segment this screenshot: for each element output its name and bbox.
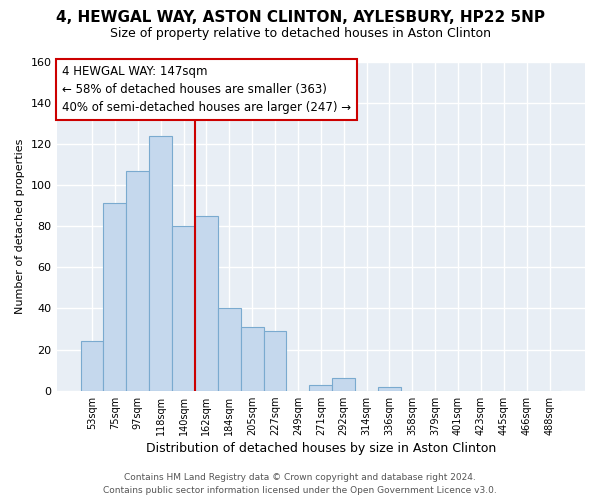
Bar (127, 170, 149, 390)
Bar (332, 378, 355, 390)
Text: 4, HEWGAL WAY, ASTON CLINTON, AYLESBURY, HP22 5NP: 4, HEWGAL WAY, ASTON CLINTON, AYLESBURY,… (56, 10, 545, 25)
Bar (218, 308, 241, 390)
Bar (310, 384, 332, 390)
Y-axis label: Number of detached properties: Number of detached properties (15, 138, 25, 314)
Bar (149, 136, 172, 390)
Bar (195, 216, 218, 390)
X-axis label: Distribution of detached houses by size in Aston Clinton: Distribution of detached houses by size … (146, 442, 496, 455)
Text: 4 HEWGAL WAY: 147sqm
← 58% of detached houses are smaller (363)
40% of semi-deta: 4 HEWGAL WAY: 147sqm ← 58% of detached h… (62, 65, 351, 114)
Text: Size of property relative to detached houses in Aston Clinton: Size of property relative to detached ho… (110, 28, 491, 40)
Bar (241, 327, 263, 390)
Bar (172, 226, 195, 390)
Bar (103, 204, 127, 390)
Text: Contains HM Land Registry data © Crown copyright and database right 2024.
Contai: Contains HM Land Registry data © Crown c… (103, 474, 497, 495)
Bar (263, 331, 286, 390)
Bar (80, 342, 103, 390)
Bar (378, 386, 401, 390)
